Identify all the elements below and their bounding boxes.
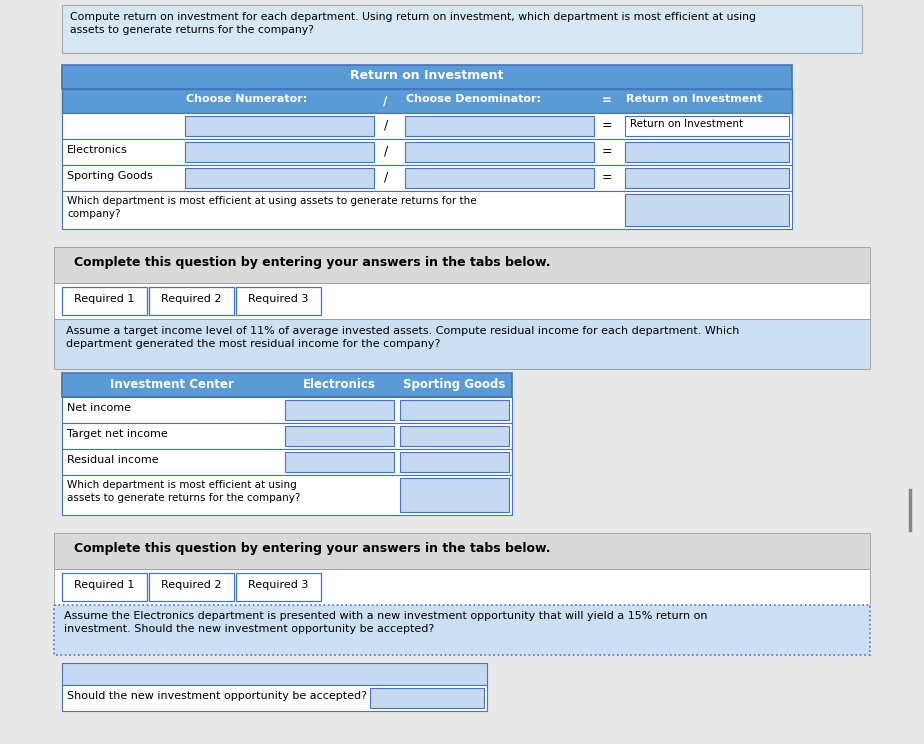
- Bar: [405, 116, 594, 136]
- Bar: [625, 116, 789, 136]
- Bar: [405, 168, 594, 188]
- Text: Assume a target income level of 11% of average invested assets. Compute residual: Assume a target income level of 11% of a…: [66, 326, 739, 349]
- Text: Required 3: Required 3: [249, 294, 309, 304]
- Bar: [236, 287, 321, 315]
- Bar: [62, 113, 792, 139]
- Text: Required 2: Required 2: [162, 294, 222, 304]
- Bar: [62, 89, 792, 113]
- Bar: [185, 168, 374, 188]
- Text: Should the new investment opportunity be accepted?: Should the new investment opportunity be…: [67, 691, 367, 701]
- Text: Complete this question by entering your answers in the tabs below.: Complete this question by entering your …: [74, 542, 551, 555]
- Text: Sporting Goods: Sporting Goods: [403, 378, 505, 391]
- Bar: [185, 116, 374, 136]
- Text: /: /: [384, 119, 388, 132]
- Bar: [149, 573, 234, 601]
- Text: Choose Denominator:: Choose Denominator:: [406, 94, 541, 104]
- Text: Required 1: Required 1: [74, 580, 135, 590]
- Text: =: =: [602, 171, 613, 184]
- Text: Net income: Net income: [67, 403, 131, 413]
- Text: Return on Investment: Return on Investment: [630, 119, 743, 129]
- Bar: [149, 287, 234, 315]
- Bar: [236, 573, 321, 601]
- Text: Choose Numerator:: Choose Numerator:: [186, 94, 308, 104]
- Text: Compute return on investment for each department. Using return on investment, wh: Compute return on investment for each de…: [70, 12, 756, 35]
- Bar: [625, 168, 789, 188]
- Text: /: /: [384, 145, 388, 158]
- Text: Assume the Electronics department is presented with a new investment opportunity: Assume the Electronics department is pre…: [64, 611, 708, 634]
- Bar: [54, 605, 870, 655]
- Text: Which department is most efficient at using
assets to generate returns for the c: Which department is most efficient at us…: [67, 480, 300, 503]
- Text: Complete this question by entering your answers in the tabs below.: Complete this question by entering your …: [74, 256, 551, 269]
- Bar: [625, 142, 789, 162]
- Text: =: =: [602, 145, 613, 158]
- Bar: [62, 397, 512, 423]
- Bar: [62, 423, 512, 449]
- Bar: [400, 400, 509, 420]
- Bar: [62, 191, 792, 229]
- Text: =: =: [602, 94, 612, 107]
- Bar: [62, 287, 147, 315]
- Bar: [370, 688, 484, 708]
- Bar: [62, 663, 487, 685]
- Text: Target net income: Target net income: [67, 429, 168, 439]
- Text: Electronics: Electronics: [303, 378, 376, 391]
- Text: Electronics: Electronics: [67, 145, 128, 155]
- Bar: [54, 283, 870, 319]
- Bar: [54, 247, 870, 283]
- Bar: [185, 142, 374, 162]
- Text: Which department is most efficient at using assets to generate returns for the
c: Which department is most efficient at us…: [67, 196, 477, 219]
- Text: /: /: [383, 94, 387, 107]
- Bar: [54, 533, 870, 569]
- Text: Return on Investment: Return on Investment: [350, 69, 504, 82]
- Text: Required 3: Required 3: [249, 580, 309, 590]
- Bar: [62, 373, 512, 397]
- Bar: [62, 139, 792, 165]
- Text: =: =: [602, 119, 613, 132]
- Text: Return on Investment: Return on Investment: [626, 94, 762, 104]
- Bar: [62, 475, 512, 515]
- Bar: [62, 165, 792, 191]
- Bar: [285, 400, 394, 420]
- Bar: [285, 426, 394, 446]
- Text: Investment Center: Investment Center: [110, 378, 234, 391]
- Bar: [400, 426, 509, 446]
- Bar: [62, 685, 487, 711]
- Bar: [54, 569, 870, 605]
- Text: Sporting Goods: Sporting Goods: [67, 171, 152, 181]
- Bar: [405, 142, 594, 162]
- Bar: [625, 194, 789, 226]
- Bar: [400, 452, 509, 472]
- Text: Residual income: Residual income: [67, 455, 159, 465]
- Text: Required 2: Required 2: [162, 580, 222, 590]
- Bar: [62, 449, 512, 475]
- Bar: [62, 65, 792, 89]
- Bar: [285, 452, 394, 472]
- Bar: [54, 319, 870, 369]
- Bar: [400, 478, 509, 512]
- Text: Required 1: Required 1: [74, 294, 135, 304]
- Text: /: /: [384, 171, 388, 184]
- Bar: [62, 5, 862, 53]
- Bar: [62, 573, 147, 601]
